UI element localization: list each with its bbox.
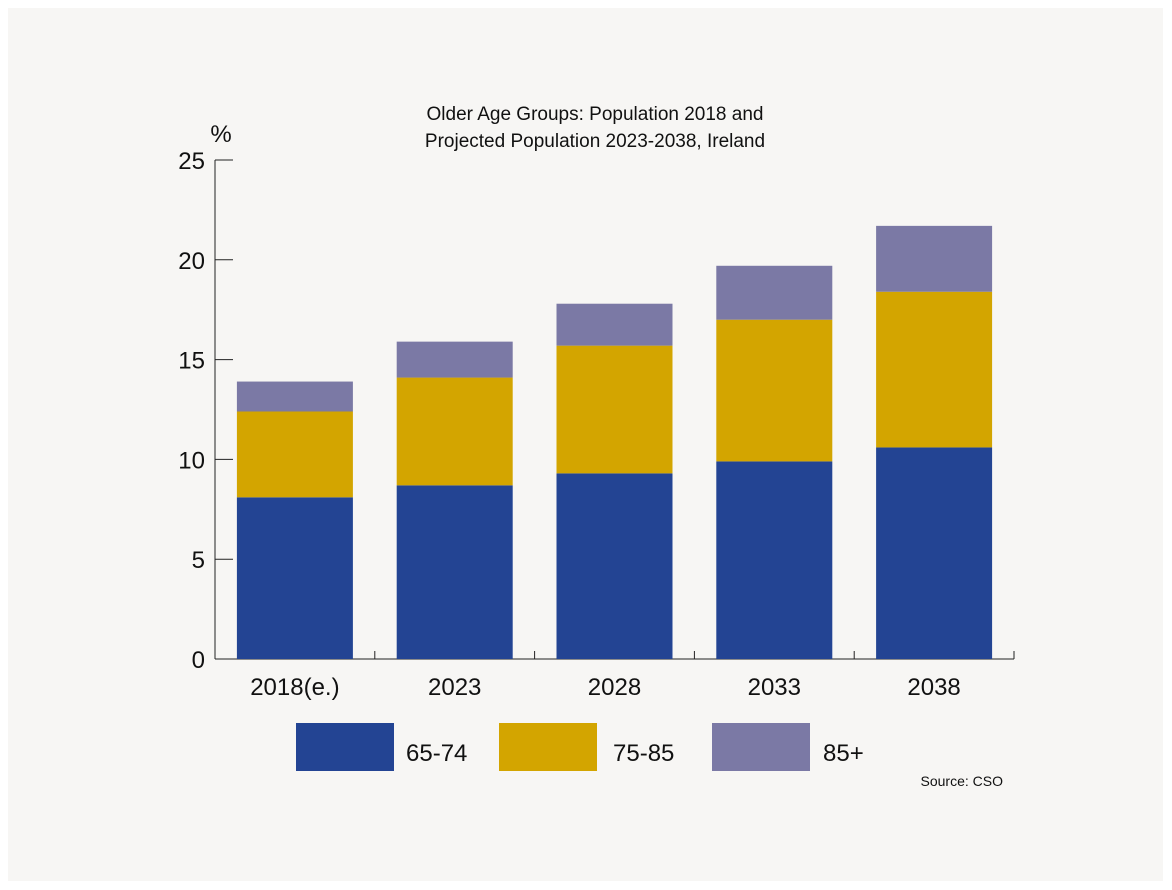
y-tick-label: 15 [178,348,205,375]
legend: 65-74 75-85 85+ [296,723,864,771]
x-tick-label: 2038 [907,674,960,701]
y-tick-label: 0 [192,647,205,674]
bars: 2018(e.) 2023 2028 2033 2038 [236,225,993,701]
legend-swatch-65-74 [296,723,394,771]
bar-65-74-2033 [716,461,833,659]
y-tick-label: 25 [178,148,205,175]
bar-65-74-2028 [556,473,673,659]
y-tick-label: 20 [178,248,205,275]
x-tick-label: 2028 [588,674,641,701]
x-tick-label: 2023 [428,674,481,701]
y-tick-label: 10 [178,447,205,474]
bar-85+-2023 [396,341,513,378]
stacked-bar-chart: Older Age Groups: Population 2018 and Pr… [178,104,1015,789]
legend-swatch-75-85 [499,723,597,771]
source-note: Source: CSO [921,773,1004,789]
x-tick-label: 2033 [748,674,801,701]
y-tick-label: 5 [192,547,205,574]
bar-75-85-2018(e.) [236,411,353,498]
bar-85+-2028 [556,303,673,346]
chart-panel: Older Age Groups: Population 2018 and Pr… [8,8,1163,881]
bar-65-74-2023 [396,485,513,659]
x-tick-label: 2018(e.) [250,674,339,701]
bar-85+-2018(e.) [236,381,353,412]
bar-85+-2033 [716,265,833,320]
y-axis-label: % [210,121,231,148]
bar-75-85-2038 [876,291,993,448]
bar-75-85-2033 [716,319,833,462]
bar-85+-2038 [876,225,993,292]
chart-title-line-2: Projected Population 2023-2038, Ireland [425,131,765,152]
chart-title-line-1: Older Age Groups: Population 2018 and [427,104,764,125]
legend-label-65-74: 65-74 [406,740,467,767]
bar-75-85-2028 [556,345,673,474]
legend-swatch-85+ [712,723,810,771]
bar-65-74-2018(e.) [236,497,353,659]
legend-label-75-85: 75-85 [613,740,674,767]
bar-65-74-2038 [876,447,993,659]
bar-75-85-2023 [396,377,513,486]
legend-label-85+: 85+ [823,740,864,767]
